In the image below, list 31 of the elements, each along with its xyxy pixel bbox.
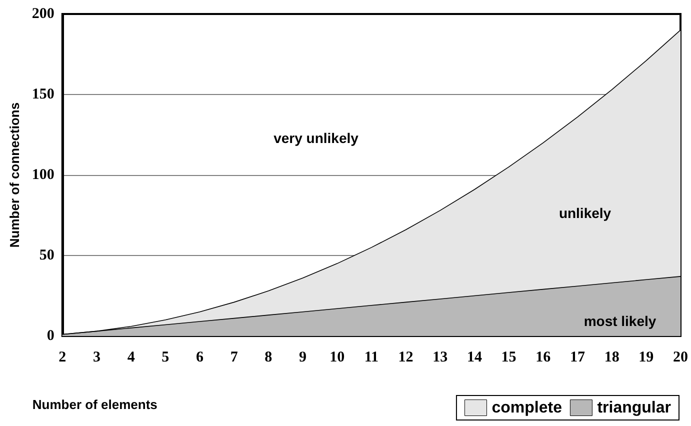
x-tick-label: 20	[673, 350, 688, 366]
y-tick-label: 100	[32, 167, 54, 183]
annotation: unlikely	[558, 205, 612, 221]
x-tick-label: 14	[466, 350, 482, 366]
x-tick-label: 12	[398, 350, 414, 366]
x-tick-label: 5	[162, 350, 170, 366]
x-tick-label: 13	[432, 350, 448, 366]
x-tick-label: 10	[330, 350, 345, 366]
x-tick-label: 11	[364, 350, 379, 366]
x-tick-label: 4	[127, 350, 136, 366]
annotation: most likely	[584, 313, 656, 329]
x-tick-label: 6	[196, 350, 204, 366]
y-tick-label: 0	[46, 328, 54, 344]
x-tick-label: 7	[230, 350, 238, 366]
x-tick-label: 8	[264, 350, 272, 366]
x-tick-label: 18	[604, 350, 620, 366]
x-tick-label: 16	[536, 350, 552, 366]
x-tick-label: 9	[299, 350, 307, 366]
x-tick-label: 15	[501, 350, 516, 366]
x-tick-label: 2	[58, 350, 66, 366]
x-tick-label: 3	[92, 350, 100, 366]
x-tick-label: 19	[638, 350, 654, 366]
annotation: very unlikely	[274, 130, 359, 146]
x-axis-title: Number of elements	[32, 397, 158, 412]
legend-label: triangular	[597, 399, 672, 416]
y-tick-label: 150	[32, 86, 54, 102]
legend-label: complete	[492, 399, 562, 416]
y-tick-label: 50	[39, 248, 54, 264]
x-tick-label: 17	[570, 350, 586, 366]
y-axis-title: Number of connections	[7, 102, 22, 248]
y-tick-label: 200	[32, 6, 54, 22]
